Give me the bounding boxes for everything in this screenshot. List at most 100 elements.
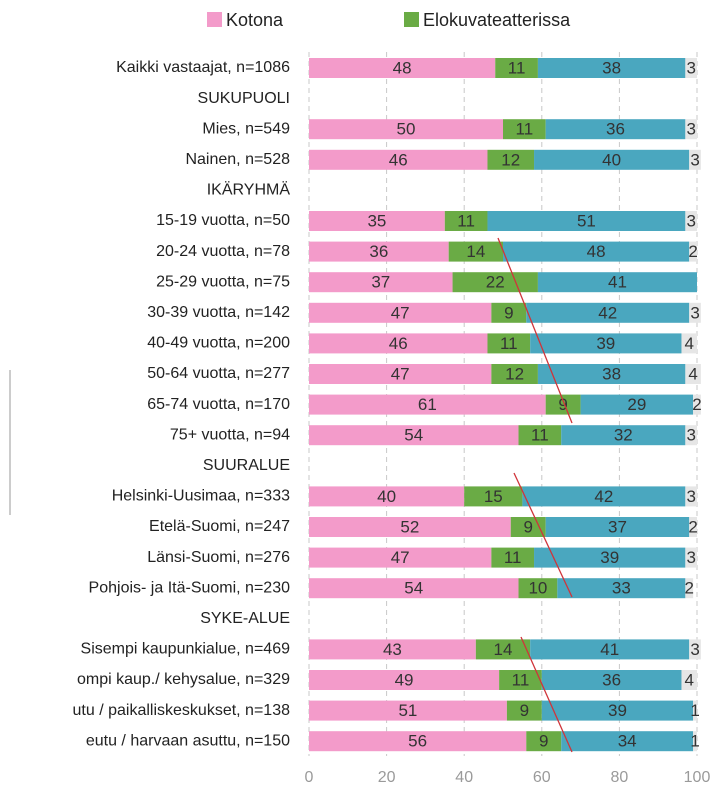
- bar-segment: [685, 425, 697, 446]
- annotation-lines: [497, 237, 573, 753]
- y-tick-label: utu / paikalliskeskukset, n=138: [73, 702, 291, 719]
- bar-segment: [530, 333, 682, 354]
- bar-segment: [309, 578, 519, 599]
- bar-segment: [689, 302, 701, 323]
- value-label: 46: [389, 150, 408, 169]
- bar-segment: [522, 486, 686, 507]
- bar-segment: [681, 670, 697, 690]
- bar-segment: [309, 731, 527, 752]
- y-tick-label: 25-29 vuotta, n=75: [156, 273, 290, 290]
- bar-segment: [689, 517, 697, 537]
- bar-segment: [475, 639, 531, 660]
- bar-segment: [309, 670, 500, 690]
- bar-segment: [685, 486, 697, 507]
- legend-label: Kotona: [226, 10, 284, 30]
- bar-segment: [545, 119, 686, 140]
- bar-segment: [534, 149, 690, 170]
- bar-segment: [309, 241, 449, 262]
- value-label: 9: [539, 732, 548, 751]
- value-label: 38: [602, 58, 621, 77]
- y-tick-label: Länsi-Suomi, n=276: [147, 549, 290, 566]
- bar-segment: [309, 517, 511, 537]
- bar-segment: [689, 149, 701, 170]
- value-label: 9: [520, 701, 529, 720]
- bar-segment: [561, 425, 686, 446]
- y-tick-label: Pohjois- ja Itä-Suomi, n=230: [89, 579, 291, 596]
- value-label: 3: [690, 303, 699, 322]
- value-label: 54: [404, 579, 423, 598]
- value-label: 39: [608, 701, 627, 720]
- bar-segment: [685, 364, 701, 384]
- y-tick-label: Mies, n=549: [202, 120, 290, 137]
- bar-segment: [487, 333, 531, 354]
- value-label: 4: [685, 670, 694, 689]
- y-tick-label: 20-24 vuotta, n=78: [156, 243, 290, 260]
- value-label: 33: [612, 579, 631, 598]
- bar-segment: [309, 486, 465, 507]
- value-label: 47: [391, 364, 410, 383]
- x-tick-label: 100: [684, 769, 711, 786]
- value-label: 11: [504, 548, 522, 567]
- value-label: 11: [500, 334, 518, 353]
- value-label: 11: [508, 58, 526, 77]
- value-label: 39: [596, 334, 615, 353]
- value-label: 9: [504, 303, 513, 322]
- bar-segment: [689, 241, 697, 262]
- bar-segment: [309, 58, 496, 78]
- bar-segment: [681, 333, 697, 354]
- bar-segment: [693, 731, 697, 752]
- bar-segment: [693, 394, 701, 415]
- bar-segment: [503, 241, 690, 262]
- value-label: 47: [391, 303, 410, 322]
- y-tick-label: Helsinki-Uusimaa, n=333: [112, 488, 290, 505]
- legend-swatch: [207, 12, 222, 27]
- value-label: 38: [602, 364, 621, 383]
- x-tick-label: 20: [378, 769, 396, 786]
- value-label: 3: [686, 426, 695, 445]
- bar-segment: [309, 119, 503, 140]
- bar-segment: [499, 670, 542, 690]
- bar-segment: [689, 639, 701, 660]
- value-label: 29: [627, 395, 646, 414]
- y-tick-label: 40-49 vuotta, n=200: [147, 335, 290, 352]
- value-label: 52: [400, 517, 419, 536]
- y-tick-label: 15-19 vuotta, n=50: [156, 212, 290, 229]
- value-label: 22: [486, 273, 505, 292]
- trend-line: [520, 636, 573, 753]
- value-label: 1: [690, 701, 699, 720]
- value-label: 56: [408, 732, 427, 751]
- value-label: 15: [484, 487, 503, 506]
- value-label: 34: [618, 732, 637, 751]
- bar-segment: [541, 700, 694, 721]
- value-label: 37: [608, 517, 627, 536]
- bar-segment: [557, 578, 686, 599]
- y-tick-label: eutu / harvaan asuttu, n=150: [86, 732, 290, 749]
- bar-segment: [537, 58, 686, 78]
- value-label: 35: [367, 211, 386, 230]
- x-tick-label: 0: [305, 769, 314, 786]
- bar-segment: [309, 547, 492, 568]
- value-label: 3: [686, 58, 695, 77]
- bar-segment: [487, 211, 686, 231]
- bar-segment: [580, 394, 694, 415]
- value-label: 40: [602, 150, 621, 169]
- value-label: 1: [690, 732, 699, 751]
- value-label: 36: [369, 242, 388, 261]
- value-label: 3: [690, 640, 699, 659]
- bar-segment: [491, 302, 527, 323]
- bar-segment: [309, 364, 492, 384]
- value-label: 36: [606, 120, 625, 139]
- bar-segment: [518, 425, 562, 446]
- value-label: 3: [686, 120, 695, 139]
- y-tick-label: 65-74 vuotta, n=170: [147, 396, 290, 413]
- bar-segment: [444, 211, 488, 231]
- value-label: 3: [690, 150, 699, 169]
- value-label: 11: [516, 120, 534, 139]
- value-label: 2: [688, 242, 697, 261]
- bar-segment: [309, 302, 492, 323]
- value-label: 14: [466, 242, 485, 261]
- bar-segment: [685, 578, 694, 599]
- value-label: 12: [501, 150, 520, 169]
- value-label: 61: [418, 395, 437, 414]
- bar-segment: [534, 547, 686, 568]
